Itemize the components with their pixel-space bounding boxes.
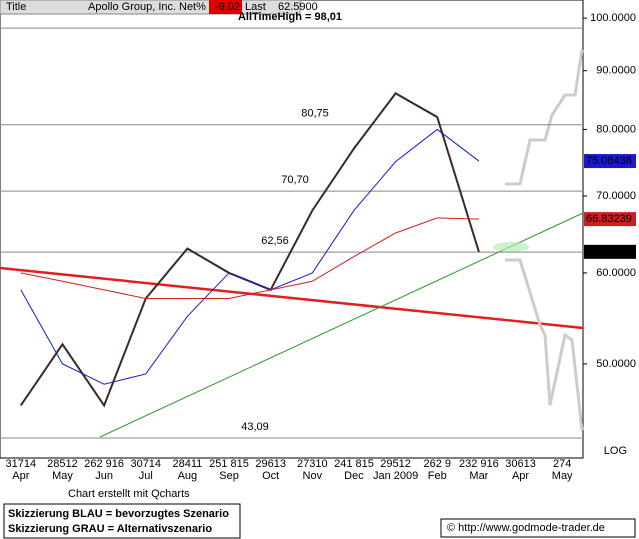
x-sub-label: 262 9 bbox=[423, 458, 451, 470]
net-value: -9.02 bbox=[215, 1, 240, 13]
x-tick-label: Jun bbox=[95, 470, 113, 482]
x-tick-label: Apr bbox=[12, 470, 29, 482]
y-tick-label: 90.0000 bbox=[596, 65, 636, 77]
header: Title Apollo Group, Inc. -9.02 Net% -9.0… bbox=[0, 0, 318, 15]
last-label: Last bbox=[245, 1, 266, 13]
trend-line bbox=[0, 266, 584, 330]
x-sub-label: 262 916 bbox=[84, 458, 124, 470]
level-label: 43,09 bbox=[241, 421, 269, 433]
x-tick-label: Jan 2009 bbox=[373, 470, 418, 482]
x-sub-label: 274 bbox=[553, 458, 571, 470]
x-sub-label: 27310 bbox=[297, 458, 328, 470]
price-tag-label: 66.83239 bbox=[586, 213, 632, 225]
log-note: LOG bbox=[604, 445, 627, 457]
plot-frame bbox=[0, 0, 584, 459]
x-tick-label: Aug bbox=[178, 470, 198, 482]
x-tick-label: Feb bbox=[428, 470, 447, 482]
price-tag-label: 75.08438 bbox=[586, 155, 632, 167]
credit: Chart erstellt mit Qcharts bbox=[68, 488, 190, 500]
level-label: 62,56 bbox=[261, 235, 289, 247]
x-sub-label: 30714 bbox=[130, 458, 161, 470]
x-sub-label: 251 815 bbox=[209, 458, 249, 470]
x-tick-label: Jul bbox=[139, 470, 153, 482]
price-tag bbox=[584, 212, 636, 227]
x-sub-label: 241 815 bbox=[334, 458, 374, 470]
name: Apollo Group, Inc. bbox=[88, 1, 176, 13]
y-tick-label: 60.0000 bbox=[596, 267, 636, 279]
x-sub-label: 29613 bbox=[255, 458, 286, 470]
level-label: 70,70 bbox=[281, 174, 309, 186]
last-value: 62.5900 bbox=[278, 1, 318, 13]
net-label: Net% bbox=[179, 1, 206, 13]
price-tag bbox=[584, 154, 636, 169]
x-tick-label: Nov bbox=[303, 470, 323, 482]
y-tick-label: 100.0000 bbox=[590, 12, 636, 24]
net-box bbox=[209, 0, 242, 14]
level-label: AllTimeHigh = 98,01 bbox=[238, 11, 342, 23]
level-label: 80,75 bbox=[301, 108, 329, 120]
price-tag bbox=[584, 244, 636, 259]
x-tick-label: Sep bbox=[219, 470, 239, 482]
highlight bbox=[493, 242, 529, 252]
title-label: Title bbox=[6, 1, 26, 13]
series-line bbox=[20, 128, 480, 385]
scenario-path bbox=[505, 258, 584, 431]
y-tick-label: 70.0000 bbox=[596, 190, 636, 202]
y-tick-label: 50.0000 bbox=[596, 358, 636, 370]
x-sub-label: 232 916 bbox=[459, 458, 499, 470]
x-sub-label: 28512 bbox=[47, 458, 78, 470]
x-tick-label: Dec bbox=[344, 470, 364, 482]
x-sub-label: 31714 bbox=[6, 458, 37, 470]
scenario-path bbox=[505, 49, 584, 186]
x-tick-label: May bbox=[52, 470, 73, 482]
series-line bbox=[20, 217, 479, 300]
price-tag-label: 62.5900 bbox=[586, 246, 626, 258]
url: © http://www.godmode-trader.de bbox=[447, 522, 605, 534]
x-tick-label: Apr bbox=[512, 470, 529, 482]
y-tick-label: 80.0000 bbox=[596, 123, 636, 135]
x-sub-label: 30613 bbox=[505, 458, 536, 470]
legend-blue: Skizzierung BLAU = bevorzugtes Szenario bbox=[8, 508, 229, 520]
url-box bbox=[440, 518, 636, 538]
x-tick-label: May bbox=[552, 470, 573, 482]
x-tick-label: Oct bbox=[262, 470, 279, 482]
legend-grey: Skizzierung GRAU = Alternativszenario bbox=[8, 523, 212, 535]
x-tick-label: Mar bbox=[469, 470, 488, 482]
x-sub-label: 29512 bbox=[380, 458, 411, 470]
x-sub-label: 28411 bbox=[173, 458, 203, 470]
legend-box bbox=[3, 503, 241, 539]
